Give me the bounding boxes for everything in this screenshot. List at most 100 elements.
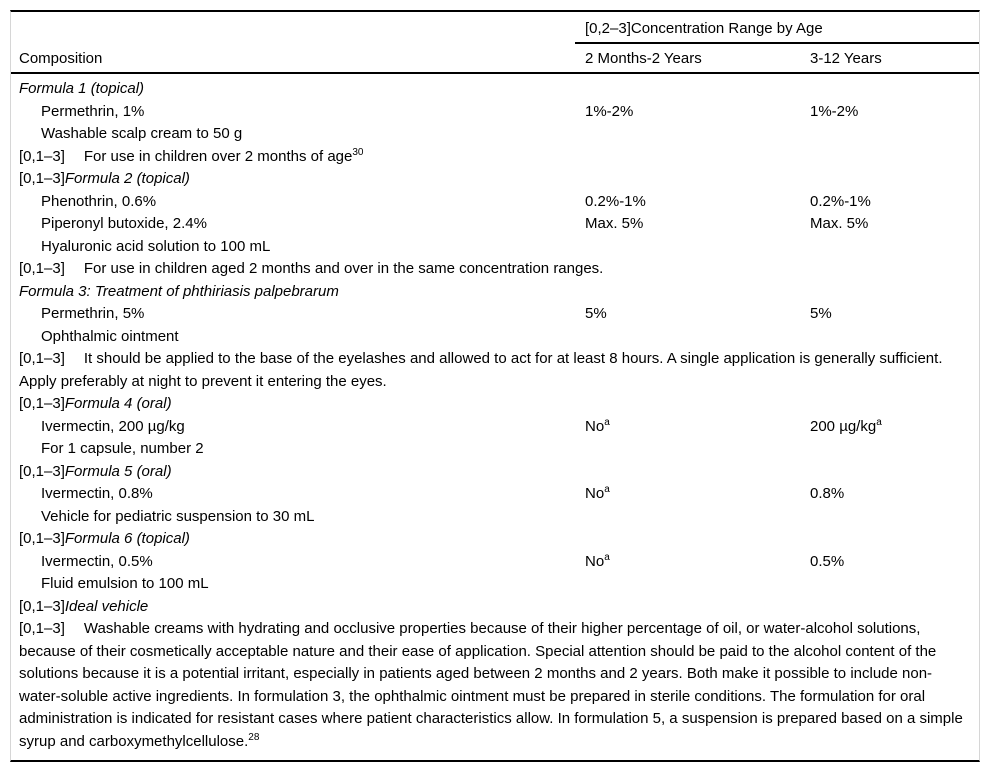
typeset-tag: [0,1–3] (19, 170, 65, 187)
value-cell-3-12years: 0.8% (810, 483, 844, 506)
value-cell-2months-2years: Max. 5% (585, 213, 643, 236)
column-header-3-12years: 3-12 Years (810, 50, 882, 67)
table-row: Permethrin, 1% 1%-2% 1%-2% (19, 101, 971, 124)
span-header-rule (575, 42, 979, 44)
table-row: Permethrin, 5% 5% 5% (19, 303, 971, 326)
value-cell-3-12years: 5% (810, 303, 832, 326)
table-row: Ivermectin, 0.5% Noa 0.5% (19, 551, 971, 574)
value-cell-3-12years: 1%-2% (810, 101, 858, 124)
value-cell-3-12years: 200 µg/kga (810, 416, 882, 439)
composition-text: Ivermectin, 0.8% (41, 485, 153, 502)
footnote-superscript: a (604, 416, 610, 428)
typeset-tag: [0,1–3] (19, 395, 65, 412)
footnote-superscript: a (604, 484, 610, 495)
composition-text: For use in children over 2 months of age (83, 147, 353, 165)
value-text: No (585, 485, 605, 502)
value-cell-3-12years: 0.2%-1% (810, 191, 871, 214)
table-row: [0,1–3] For use in children over 2 months… (19, 146, 971, 169)
span-header-concentration-range: [0,2–3]Concentration Range by Age (585, 20, 823, 37)
value-text: Max. 5% (810, 215, 869, 232)
value-text: 1%-2% (585, 102, 634, 120)
span-header-row: [0,2–3]Concentration Range by Age (11, 12, 979, 42)
value-cell-2months-2years: 1%-2% (585, 101, 633, 124)
composition-cell: Ivermectin, 200 µg/kg (19, 416, 971, 439)
typeset-tag: [0,1–3] (19, 620, 65, 637)
typeset-tag: [0,1–3] (19, 350, 65, 367)
formula-table: [0,2–3]Concentration Range by Age Compos… (10, 10, 980, 762)
composition-text: For 1 capsule, number 2 (41, 440, 204, 457)
composition-text: Formula 3: Treatment of phthiriasis palp… (19, 282, 339, 300)
value-cell-3-12years: 0.5% (810, 551, 844, 574)
composition-cell: [0,1–3] Washable creams with hydrating an… (19, 618, 971, 753)
composition-text: Hyaluronic acid solution to 100 mL (41, 237, 271, 255)
value-text: No (585, 552, 605, 570)
composition-cell: [0,1–3]Formula 5 (oral) (19, 461, 971, 484)
table-row: [0,1–3]Formula 5 (oral) (19, 461, 971, 484)
composition-text: Washable scalp cream to 50 g (41, 125, 243, 142)
typeset-tag: [0,1–3] (19, 462, 65, 480)
value-cell-3-12years: Max. 5% (810, 213, 868, 236)
composition-cell: [0,1–3] It should be applied to the base … (19, 348, 971, 393)
composition-cell: Piperonyl butoxide, 2.4% (19, 213, 971, 236)
composition-text: Ivermectin, 0.5% (41, 552, 153, 570)
value-cell-2months-2years: Noa (585, 551, 610, 574)
value-text: 0.5% (810, 552, 845, 570)
composition-cell: [0,1–3]Formula 4 (oral) (19, 393, 971, 416)
composition-text: Washable creams with hydrating and occlu… (19, 620, 963, 750)
value-text: 1%-2% (810, 102, 859, 120)
table-row: [0,1–3]Formula 4 (oral) (19, 393, 971, 416)
composition-cell: [0,1–3] For use in children over 2 months… (19, 146, 971, 169)
table-row: Hyaluronic acid solution to 100 mL (19, 236, 971, 259)
table-header: [0,2–3]Concentration Range by Age Compos… (11, 12, 979, 74)
composition-cell: Ophthalmic ointment (19, 326, 971, 349)
composition-cell: Hyaluronic acid solution to 100 mL (19, 236, 971, 259)
footnote-superscript: a (604, 551, 610, 563)
composition-cell: Ivermectin, 0.5% (19, 551, 971, 574)
composition-text: Formula 2 (topical) (64, 170, 190, 187)
composition-text: Piperonyl butoxide, 2.4% (41, 215, 207, 232)
value-text: 0.2%-1% (585, 192, 646, 210)
table-row: Ophthalmic ointment (19, 326, 971, 349)
composition-text: Formula 5 (oral) (64, 462, 172, 480)
value-text: Max. 5% (585, 215, 644, 232)
column-header-2months-2years: 2 Months-2 Years (585, 50, 702, 67)
composition-cell: For 1 capsule, number 2 (19, 438, 971, 461)
composition-text: Fluid emulsion to 100 mL (41, 575, 209, 592)
value-text: 0.2%-1% (810, 192, 871, 210)
value-text: 5% (810, 305, 832, 322)
table-row: [0,1–3] Washable creams with hydrating an… (19, 618, 971, 753)
composition-cell: Formula 1 (topical) (19, 78, 971, 101)
composition-text: For use in children aged 2 months and ov… (83, 260, 604, 277)
composition-text: Ophthalmic ointment (41, 327, 179, 345)
value-cell-2months-2years: Noa (585, 483, 610, 506)
column-header-row: Composition 2 Months-2 Years 3-12 Years (11, 44, 979, 74)
value-cell-2months-2years: 5% (585, 303, 607, 326)
table-row: Ivermectin, 0.8% Noa 0.8% (19, 483, 971, 506)
table-row: Fluid emulsion to 100 mL (19, 573, 971, 596)
column-header-composition: Composition (19, 50, 103, 67)
table-row: [0,1–3]Formula 6 (topical) (19, 528, 971, 551)
value-text: 5% (585, 305, 607, 322)
value-cell-2months-2years: Noa (585, 416, 610, 439)
typeset-tag: [0,1–3] (19, 147, 65, 165)
table-row: Piperonyl butoxide, 2.4% Max. 5% Max. 5% (19, 213, 971, 236)
table-row: Formula 3: Treatment of phthiriasis palp… (19, 281, 971, 304)
composition-text: Formula 6 (topical) (64, 530, 190, 547)
table-row: [0,1–3] It should be applied to the base … (19, 348, 971, 393)
composition-cell: Fluid emulsion to 100 mL (19, 573, 971, 596)
table-row: Phenothrin, 0.6% 0.2%-1% 0.2%-1% (19, 191, 971, 214)
table-row: For 1 capsule, number 2 (19, 438, 971, 461)
composition-cell: Ivermectin, 0.8% (19, 483, 971, 506)
composition-text: Permethrin, 5% (41, 305, 145, 322)
composition-text: Formula 4 (oral) (64, 395, 172, 412)
value-text: 0.8% (810, 485, 845, 502)
value-text: 200 µg/kg (810, 417, 877, 435)
composition-text: Formula 1 (topical) (19, 80, 145, 97)
typeset-tag: [0,1–3] (19, 597, 65, 615)
typeset-tag: [0,1–3] (19, 530, 65, 547)
composition-cell: Vehicle for pediatric suspension to 30 m… (19, 506, 971, 529)
table-row: [0,1–3]Ideal vehicle (19, 596, 971, 619)
composition-text: Phenothrin, 0.6% (41, 192, 157, 210)
composition-cell: [0,1–3]Formula 6 (topical) (19, 528, 971, 551)
